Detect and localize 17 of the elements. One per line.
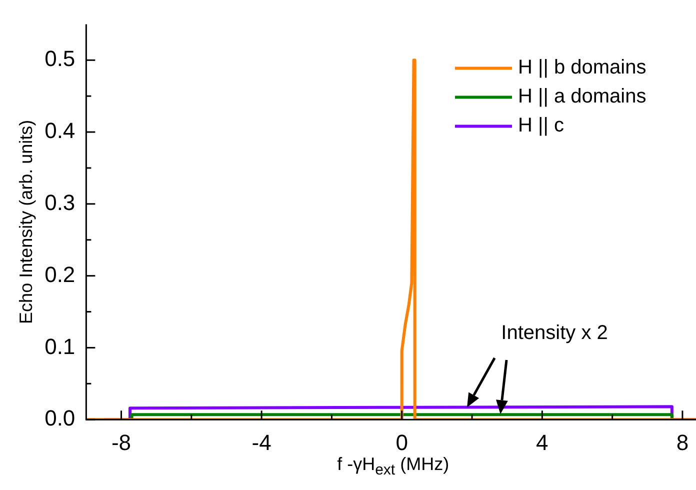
- y-tick-label: 0.2: [44, 262, 76, 287]
- x-tick-label: 8: [676, 430, 689, 455]
- legend-label: H || c: [518, 114, 564, 137]
- x-axis-title: f -γH$_{ext}$ (MHz): [336, 454, 450, 478]
- y-tick-label: 0.0: [44, 406, 76, 431]
- x-tick-label: 0: [396, 430, 408, 455]
- y-axis-title: Echo Intensity (arb. units): [16, 120, 36, 324]
- x-tick-label: -4: [252, 430, 272, 455]
- y-tick-label: 0.4: [44, 118, 76, 144]
- annotation: Intensity x 2: [501, 322, 608, 344]
- legend-label: H || b domains: [518, 56, 646, 79]
- legend-label: H || a domains: [518, 86, 646, 108]
- y-tick-label: 0.3: [44, 190, 76, 215]
- y-tick-label: 0.1: [44, 334, 76, 359]
- y-tick-label: 0.5: [44, 46, 76, 72]
- x-tick-label: -8: [111, 430, 132, 455]
- x-tick-label: 4: [536, 430, 548, 455]
